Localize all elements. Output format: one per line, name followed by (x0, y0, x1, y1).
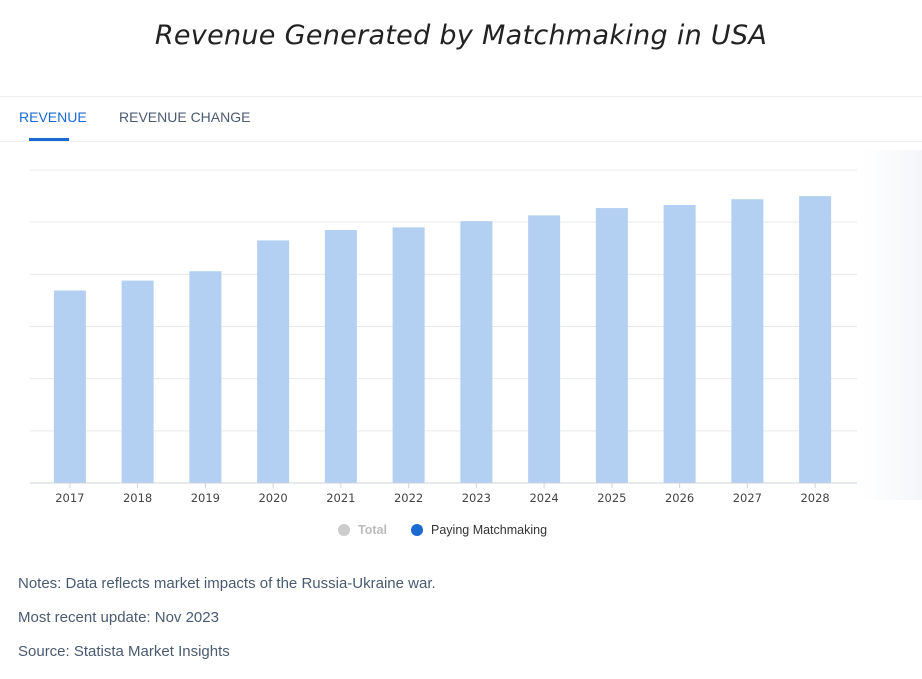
bar-2023 (460, 221, 493, 483)
chart-title: Revenue Generated by Matchmaking in USA (154, 20, 768, 51)
x-tick-label: 2021 (326, 491, 355, 505)
bar-2022 (392, 227, 425, 483)
x-tick-label: 2022 (394, 491, 423, 505)
x-tick-label: 2026 (665, 491, 694, 505)
x-tick-label: 2017 (55, 491, 84, 505)
tab-revenue[interactable]: REVENUE (19, 109, 87, 125)
legend-label: Total (358, 523, 387, 537)
x-tick-label: 2018 (123, 491, 152, 505)
x-tick-label: 2027 (733, 491, 762, 505)
bar-2017 (53, 290, 86, 483)
bar-2020 (257, 240, 290, 483)
bar-2018 (121, 280, 154, 483)
legend-label: Paying Matchmaking (431, 523, 548, 537)
scroll-shadow (862, 150, 922, 500)
bar-2028 (799, 196, 832, 484)
bar-2019 (189, 271, 222, 483)
tab-revenue-change[interactable]: REVENUE CHANGE (119, 109, 251, 125)
x-tick-label: 2020 (258, 491, 287, 505)
bar-2021 (324, 229, 357, 483)
bar-2026 (663, 204, 696, 483)
x-tick-label: 2023 (462, 491, 491, 505)
source-text: Source: Statista Market Insights (18, 643, 230, 660)
x-tick-label: 2024 (529, 491, 558, 505)
legend-dot-icon (338, 524, 350, 536)
bar-chart: 2017 2018 2019 2020 2021 2022 2023 2024 2025 2026… (30, 169, 857, 505)
legend-dot-icon (411, 524, 423, 536)
bar-2027 (731, 199, 764, 484)
x-tick-label: 2025 (597, 491, 626, 505)
legend-item-total[interactable]: Total (338, 523, 387, 537)
legend-item-paying-matchmaking[interactable]: Paying Matchmaking (411, 523, 547, 537)
x-tick-label: 2019 (191, 491, 220, 505)
update-text: Most recent update: Nov 2023 (18, 609, 219, 626)
notes-text: Notes: Data reflects market impacts of t… (18, 575, 436, 592)
bar-2024 (528, 215, 561, 483)
x-tick-label: 2028 (800, 491, 829, 505)
bar-2025 (595, 208, 628, 483)
active-tab-indicator (29, 138, 69, 141)
tab-bar: REVENUE REVENUE CHANGE (0, 96, 922, 142)
